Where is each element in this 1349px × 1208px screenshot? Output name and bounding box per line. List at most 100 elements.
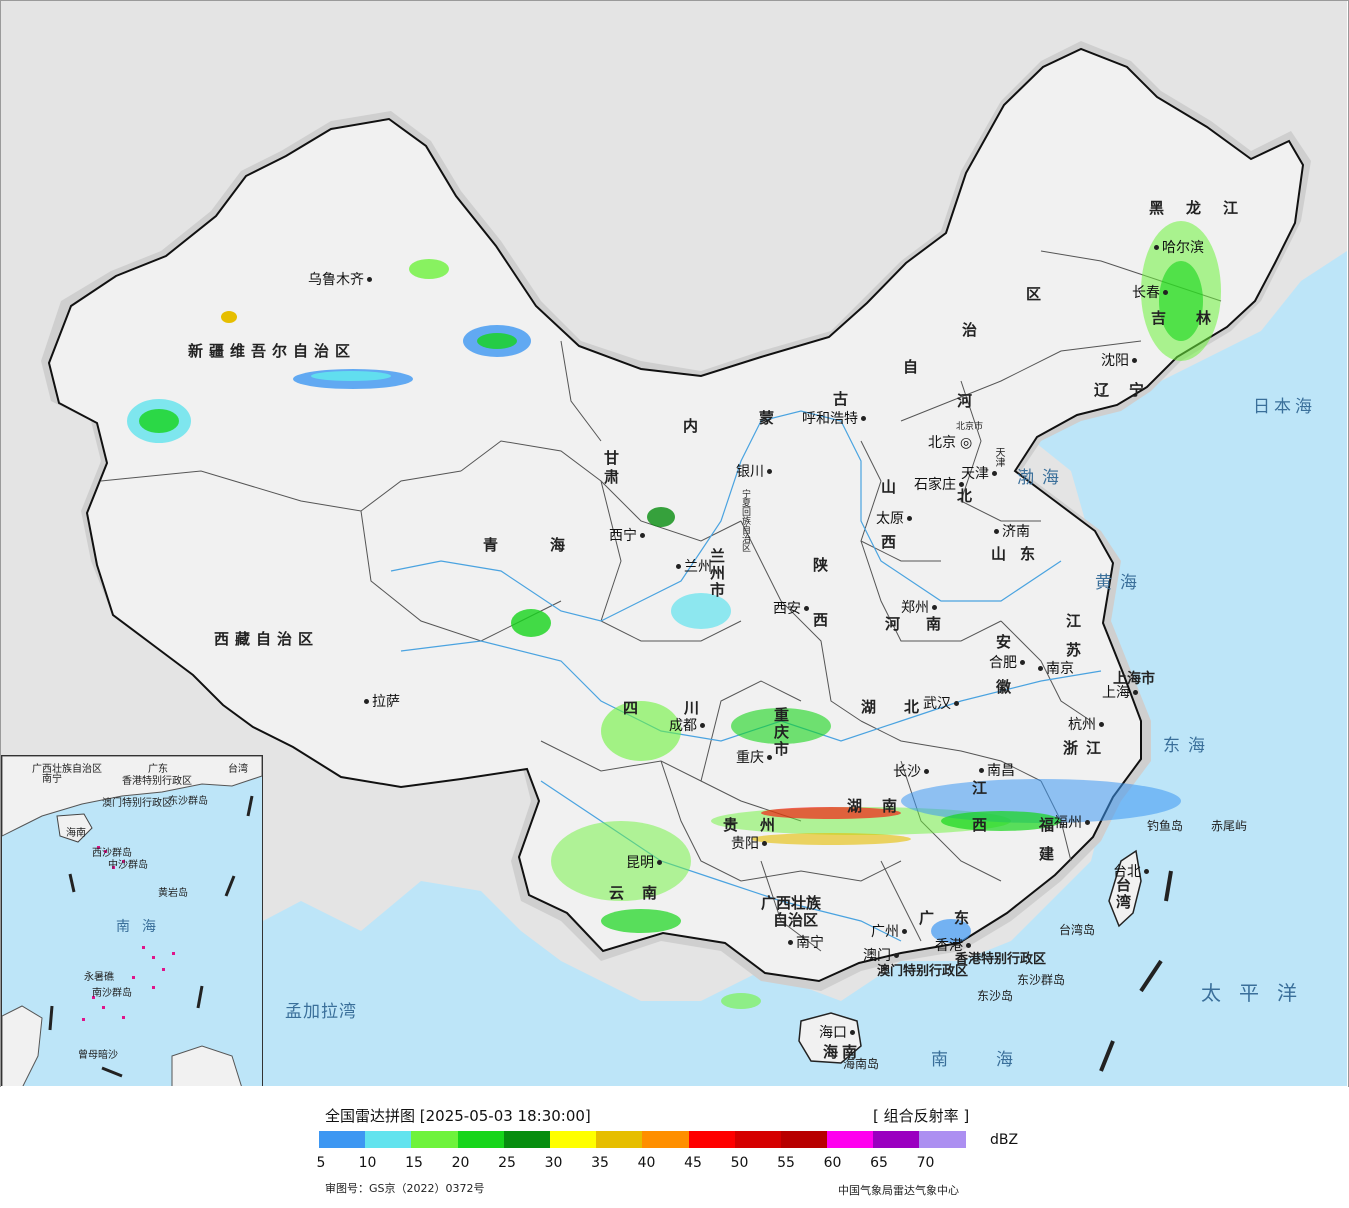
inset-label-macau-sar: 澳门特别行政区 [102, 798, 172, 809]
prov-heilongjiang: 黑龙江 [1149, 199, 1261, 217]
city-lanzhou: 兰州 [673, 556, 712, 576]
sea-pacific: 太平洋 [1201, 981, 1315, 1005]
color-swatch [365, 1131, 412, 1148]
island-diaoyu: 钓鱼岛 [1147, 819, 1184, 833]
inset-label-nanning: 南宁 [42, 774, 62, 785]
sea-bohai: 渤海 [1017, 468, 1067, 488]
china-land [47, 47, 1305, 983]
inset-label-dongsha: 东沙群岛 [168, 796, 208, 807]
legend-tick-label: 35 [591, 1155, 609, 1171]
radar-echoes [127, 221, 1221, 1009]
color-swatch [411, 1131, 458, 1148]
inset-label-xisha: 西沙群岛 [92, 848, 132, 859]
city-shanghai: 上海 [1102, 682, 1141, 702]
review-number: 审图号：GS京（2022）0372号 [325, 1182, 485, 1195]
prov-macau-sar: 澳门特别行政区 [877, 964, 969, 979]
inset-label-yongshu: 永暑礁 [84, 972, 114, 983]
prov-neimenggu-4: 自 [903, 358, 919, 376]
color-swatch [780, 1131, 828, 1148]
city-taipei: 台北 [1113, 861, 1152, 881]
legend-tick-label: 5 [316, 1155, 326, 1171]
city-hohhot: 呼和浩特 [802, 408, 869, 428]
inset-label-nansha: 南沙群岛 [92, 988, 132, 999]
prov-neimenggu-6: 区 [1026, 285, 1042, 303]
prov-hainan: 海南 [823, 1043, 862, 1061]
legend-tick-label: 65 [870, 1155, 888, 1171]
island-dongsha-group: 东沙群岛 [1017, 973, 1066, 987]
prov-hongkong-sar: 香港特别行政区 [955, 952, 1047, 967]
taiwan-island [1108, 849, 1142, 928]
inset-map [2, 756, 262, 1086]
legend-product: [ 组合反射率 ] [873, 1107, 970, 1125]
city-wuhan: 武汉 [923, 693, 962, 713]
city-xining: 西宁 [609, 525, 648, 545]
prov-taiwan: 台湾 [1114, 877, 1132, 911]
city-xian: 西安 [773, 598, 812, 618]
prov-shaanxi: 陕西 [811, 557, 829, 667]
legend-tick-label: 20 [451, 1155, 470, 1171]
city-taiyuan: 太原 [876, 508, 915, 528]
prov-jiangsu: 江苏 [1064, 613, 1082, 671]
city-harbin: 哈尔滨 [1151, 237, 1204, 257]
legend-unit: dBZ [990, 1132, 1019, 1148]
color-scale-bar [319, 1131, 966, 1148]
prov-xinjiang: 新疆维吾尔自治区 [188, 342, 357, 360]
inset-label-zhongsha: 中沙群岛 [108, 860, 148, 871]
color-swatch [596, 1131, 643, 1148]
prov-zhejiang: 浙江 [1063, 739, 1110, 757]
color-swatch [919, 1131, 966, 1148]
sea-south: 南海 [931, 1050, 1061, 1070]
inset-label-hainan: 海南 [66, 828, 86, 839]
color-swatch [549, 1131, 597, 1148]
legend-tick-label: 10 [358, 1155, 377, 1171]
city-nanjing: 南京 [1035, 658, 1074, 678]
color-swatch [503, 1131, 550, 1148]
city-nanchang: 南昌 [976, 760, 1015, 780]
prov-chongqing-city: 重庆市 [772, 707, 790, 758]
prov-qinghai: 青海 [483, 536, 618, 554]
legend-tick-label: 25 [498, 1155, 516, 1171]
city-hangzhou: 杭州 [1068, 714, 1107, 734]
prov-guangdong: 广东 [919, 909, 990, 927]
sea-boundary-marks [1099, 870, 1173, 1072]
color-swatch [457, 1131, 504, 1148]
inset-label-south-sea: 南海 [116, 919, 168, 935]
island-dongsha: 东沙岛 [977, 989, 1014, 1003]
inset-label-hk-sar: 香港特别行政区 [122, 776, 192, 787]
bay-of-bengal [263, 881, 701, 1086]
city-tianjin: 天津 [961, 463, 1000, 483]
legend-tick-label: 70 [916, 1155, 935, 1171]
city-zhengzhou: 郑州 [901, 597, 940, 617]
prov-sichuan: 四川 [623, 699, 746, 717]
prov-neimenggu-1: 内 [683, 417, 699, 435]
prov-lanzhou-city: 兰州市 [708, 548, 726, 599]
sea-yellow: 黄海 [1095, 573, 1145, 593]
sea-bengal: 孟加拉湾 [285, 1002, 357, 1022]
city-urumqi: 乌鲁木齐 [308, 269, 375, 289]
inset-label-guangdong: 广东 [148, 764, 168, 775]
prov-henan: 河南 [885, 615, 968, 633]
prov-shandong: 山东 [991, 545, 1050, 563]
city-shijiazhuang: 石家庄 [914, 474, 967, 494]
sea-east: 东海 [1163, 736, 1213, 756]
inset-label-zengmu: 曾母暗沙 [78, 1050, 118, 1061]
prov-hubei: 湖北 [861, 698, 948, 716]
city-yinchuan: 银川 [736, 461, 775, 481]
prov-jiangxi: 江西 [970, 780, 988, 854]
prov-hunan: 湖南 [847, 797, 918, 815]
inset-label-huangyan: 黄岩岛 [158, 888, 188, 899]
city-haikou: 海口 [819, 1022, 858, 1042]
city-macau: 澳门 [863, 945, 902, 965]
city-changchun: 长春 [1132, 282, 1171, 302]
prov-tianjin: 天津 [993, 447, 1004, 467]
city-hongkong: 香港 [935, 935, 974, 955]
prov-xizang: 西藏自治区 [214, 630, 320, 648]
city-beijing: 北京 ◎ [928, 435, 973, 451]
prov-yunnan: 云南 [609, 884, 676, 902]
city-chengdu: 成都 [669, 715, 708, 735]
map-base [41, 41, 1347, 1086]
prov-jilin: 吉林 [1151, 309, 1242, 327]
prov-anhui: 安徽 [994, 634, 1012, 724]
prov-neimenggu-2: 蒙 [759, 409, 775, 427]
island-hainan: 海南岛 [843, 1057, 880, 1071]
